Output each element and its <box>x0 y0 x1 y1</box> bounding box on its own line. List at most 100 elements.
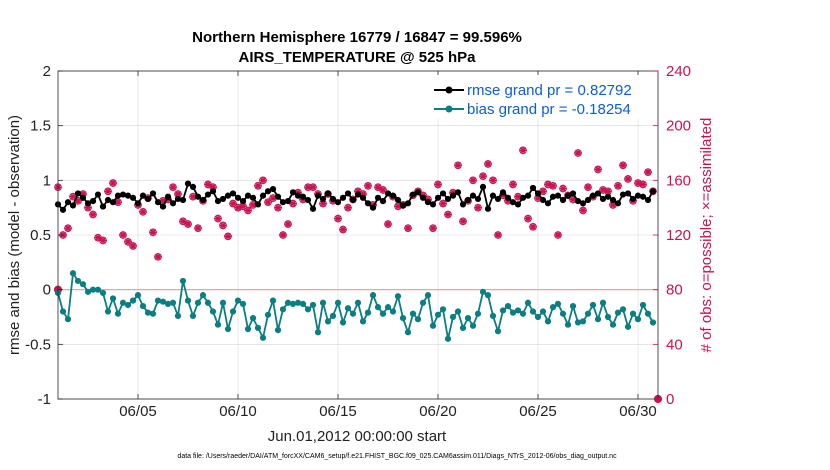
bias-point <box>119 299 127 306</box>
obs-assimilated-point <box>109 179 117 187</box>
bias-point <box>189 312 197 320</box>
rmse-point <box>94 191 102 198</box>
bias-point <box>279 306 287 313</box>
bias-point <box>329 312 337 320</box>
bias-point <box>589 301 597 309</box>
bias-point <box>124 301 132 309</box>
bias-point <box>569 302 577 310</box>
rmse-point <box>404 200 412 207</box>
rmse-point <box>619 191 627 198</box>
obs-assimilated-point <box>194 224 202 232</box>
rmse-point <box>219 195 227 203</box>
rmse-point <box>554 192 562 199</box>
rmse-point <box>279 199 287 206</box>
rmse-point <box>549 193 557 200</box>
obs-assimilated-point <box>119 231 127 239</box>
obs-assimilated-point <box>604 187 612 196</box>
obs-assimilated-point <box>359 190 367 198</box>
obs-assimilated-point <box>344 203 352 212</box>
legend-box <box>430 75 655 119</box>
bias-point <box>339 319 347 326</box>
rmse-point <box>609 196 617 204</box>
rmse-point <box>154 199 162 206</box>
bias-point <box>644 310 652 317</box>
obs-assimilated-point <box>264 198 272 206</box>
obs-assimilated-point <box>544 180 552 189</box>
chart-subtitle: AIRS_TEMPERATURE @ 525 hPa <box>239 49 477 66</box>
rmse-point <box>494 195 502 203</box>
bias-point <box>254 324 262 332</box>
bias-point <box>469 322 477 329</box>
bias-point <box>604 313 612 321</box>
rmse-point <box>594 190 602 197</box>
obs-assimilated-point <box>249 201 257 209</box>
bias-point <box>299 300 307 307</box>
bias-point <box>94 286 102 293</box>
rmse-point <box>299 193 307 200</box>
y-left-tick-label: 0 <box>43 282 51 299</box>
rmse-point <box>509 199 517 206</box>
rmse-point <box>614 200 622 207</box>
bias-point <box>129 297 137 304</box>
bias-point <box>169 299 177 306</box>
bias-point <box>139 302 147 310</box>
rmse-point <box>354 191 362 198</box>
bias-point <box>629 310 637 317</box>
bias-point <box>424 292 432 299</box>
rmse-point <box>629 195 637 203</box>
bias-point <box>359 318 367 325</box>
rmse-point <box>264 188 272 195</box>
bias-point <box>394 293 402 300</box>
obs-assimilated-point <box>489 176 497 185</box>
rmse-point <box>454 189 462 196</box>
data-file-footnote: data file: /Users/raeder/DAI/ATM_forcXX/… <box>177 453 617 460</box>
bias-point <box>244 325 252 333</box>
rmse-point <box>149 190 157 197</box>
bias-point <box>489 312 497 320</box>
obs-assimilated-point <box>184 220 192 228</box>
obs-assimilated-point <box>259 176 267 185</box>
rmse-point <box>119 191 127 198</box>
rmse-point <box>174 195 182 203</box>
bias-point <box>109 295 117 302</box>
bias-point <box>234 297 242 304</box>
bias-point <box>249 314 257 322</box>
rmse-point <box>384 190 392 197</box>
rmse-point <box>179 196 187 204</box>
bias-point <box>354 299 362 306</box>
bias-point <box>284 299 292 306</box>
rmse-point <box>109 199 117 206</box>
rmse-point <box>564 192 572 199</box>
bias-point <box>464 314 472 322</box>
bias-point <box>554 300 562 307</box>
bias-point <box>229 308 237 315</box>
bias-point <box>59 308 67 315</box>
obs-assimilated-point <box>509 180 517 189</box>
rmse-point <box>469 192 477 199</box>
x-tick-label: 06/15 <box>319 403 357 420</box>
bias-point <box>509 309 517 316</box>
obs-assimilated-point <box>549 182 557 190</box>
obs-assimilated-point <box>469 176 477 185</box>
obs-assimilated-point <box>474 203 482 212</box>
rmse-point <box>224 192 232 199</box>
obs-assimilated-point <box>234 203 242 212</box>
obs-assimilated-point <box>94 233 102 242</box>
rmse-point <box>99 203 107 210</box>
rmse-point <box>249 194 257 201</box>
bias-point <box>404 329 412 336</box>
bias-point <box>204 299 212 306</box>
bias-point <box>309 301 317 309</box>
rmse-point <box>379 198 387 205</box>
rmse-point <box>114 192 122 199</box>
rmse-point <box>204 191 212 198</box>
obs-assimilated-point <box>214 214 222 223</box>
bias-point <box>594 316 602 323</box>
rmse-point <box>474 195 482 203</box>
rmse-point <box>239 198 247 205</box>
x-tick-label: 06/20 <box>419 403 457 420</box>
rmse-point <box>79 194 87 201</box>
bias-point <box>149 310 157 317</box>
bias-point <box>434 311 442 318</box>
bias-point <box>314 329 322 336</box>
